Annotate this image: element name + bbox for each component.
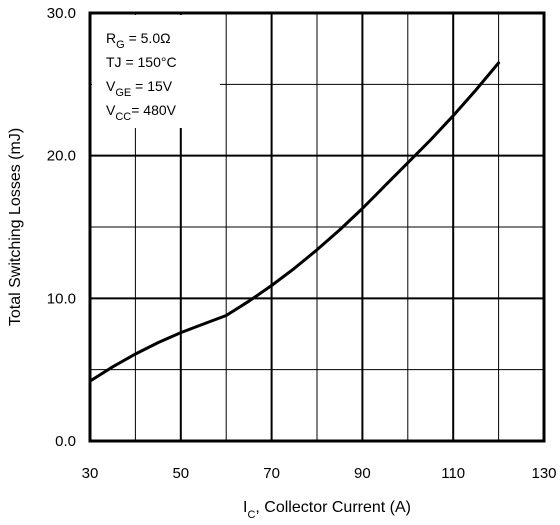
condition-main: V <box>106 102 116 118</box>
grid-minor <box>90 13 544 441</box>
x-tick-label: 130 <box>531 465 556 482</box>
grid-major <box>90 13 544 441</box>
plot-frame <box>88 11 546 443</box>
tick-labels: 30 50 70 90 110 130 0.0 10.0 20.0 30.0 <box>47 5 557 482</box>
y-tick-label: 30.0 <box>47 5 76 22</box>
x-tick-label: 90 <box>354 465 371 482</box>
condition-line: TJ = 150°C <box>106 54 177 70</box>
condition-line: VGE = 15V <box>106 78 173 99</box>
condition-rest: = 480V <box>131 102 176 118</box>
condition-sub: G <box>116 39 125 51</box>
y-axis-title: Total Switching Losses (mJ) <box>7 128 24 326</box>
x-tick-label: 70 <box>263 465 280 482</box>
series-layer <box>88 61 501 383</box>
x-axis-title-rest: , Collector Current (A) <box>255 499 411 516</box>
y-tick-label: 0.0 <box>55 433 76 450</box>
y-tick-label: 20.0 <box>47 148 76 165</box>
x-axis-title-main: I <box>243 499 247 516</box>
condition-rest: = 5.0Ω <box>125 30 171 46</box>
condition-main: R <box>106 30 116 46</box>
x-tick-label: 50 <box>172 465 189 482</box>
condition-line: RG = 5.0Ω <box>106 30 171 51</box>
x-axis-title-sub: C <box>247 509 255 521</box>
x-tick-label: 30 <box>82 465 99 482</box>
y-tick-label: 10.0 <box>47 290 76 307</box>
condition-main: TJ = 150°C <box>106 54 177 70</box>
condition-sub: CC <box>115 111 131 123</box>
legend-box <box>92 15 220 128</box>
condition-rest: = 15V <box>131 78 173 94</box>
condition-main: V <box>106 78 116 94</box>
series-line <box>88 61 501 383</box>
condition-sub: GE <box>115 87 131 99</box>
condition-line: VCC= 480V <box>106 102 177 123</box>
x-tick-label: 110 <box>441 465 465 482</box>
x-axis-title: IC, Collector Current (A) <box>243 499 411 521</box>
